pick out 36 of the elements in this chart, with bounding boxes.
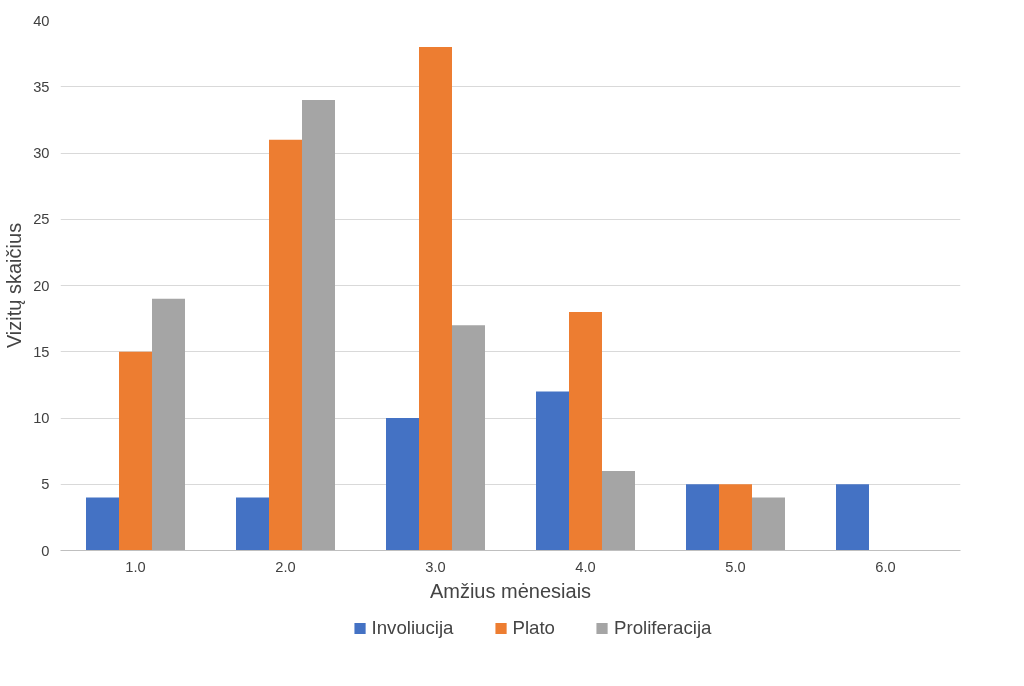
x-tick-label: 5.0 bbox=[725, 558, 746, 575]
x-tick-label: 3.0 bbox=[425, 558, 446, 575]
bar bbox=[386, 418, 419, 551]
x-axis-title: Amžius mėnesiais bbox=[429, 579, 592, 602]
bar bbox=[152, 298, 185, 551]
legend-label: Involiucija bbox=[371, 617, 454, 639]
bar bbox=[686, 484, 719, 551]
bar bbox=[719, 484, 752, 551]
x-tick-label: 4.0 bbox=[575, 558, 596, 575]
bar bbox=[302, 100, 335, 551]
y-tick-label: 25 bbox=[33, 211, 50, 228]
y-tick-label: 0 bbox=[41, 542, 50, 559]
bar bbox=[419, 47, 452, 551]
y-tick-label: 5 bbox=[41, 476, 50, 493]
legend-label: Proliferacija bbox=[613, 617, 712, 639]
bar bbox=[236, 497, 269, 551]
y-tick-label: 10 bbox=[33, 410, 50, 426]
y-tick-label: 15 bbox=[33, 343, 50, 360]
y-tick-label: 20 bbox=[33, 277, 50, 294]
x-tick-label: 1.0 bbox=[125, 558, 146, 575]
x-tick-label: 2.0 bbox=[275, 558, 296, 575]
x-tick-label: 6.0 bbox=[875, 558, 896, 575]
y-tick-label: 30 bbox=[33, 145, 50, 161]
y-tick-label: 35 bbox=[33, 78, 50, 95]
legend-label: Plato bbox=[512, 617, 555, 639]
bar bbox=[536, 391, 569, 551]
bar bbox=[452, 325, 485, 551]
bar bbox=[602, 471, 635, 551]
bar bbox=[569, 312, 602, 551]
bar bbox=[836, 484, 869, 551]
bar bbox=[752, 497, 785, 551]
y-tick-label: 40 bbox=[33, 12, 50, 29]
bar bbox=[86, 497, 119, 551]
bar bbox=[269, 139, 302, 551]
bar bbox=[119, 351, 152, 551]
y-axis-title: Vizitų skaičius bbox=[3, 222, 26, 349]
